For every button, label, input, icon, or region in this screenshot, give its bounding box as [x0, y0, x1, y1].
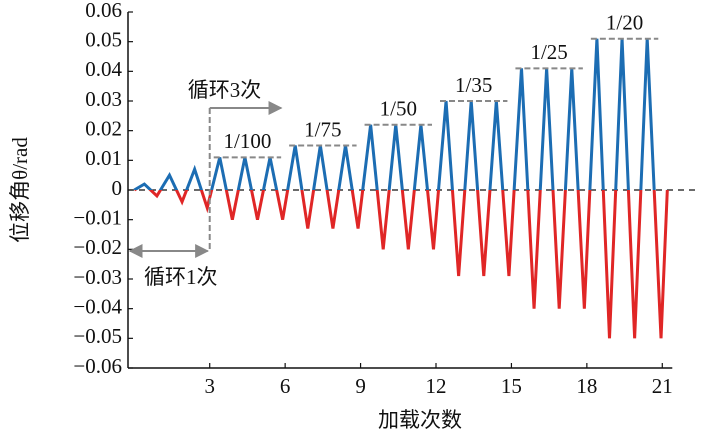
- y-tick-label: −0.06: [73, 354, 122, 378]
- y-tick-label: 0.02: [85, 116, 122, 140]
- y-tick-label: −0.02: [73, 235, 122, 259]
- y-tick-label: 0.03: [85, 87, 122, 111]
- y-tick-label: 0: [112, 176, 123, 200]
- level-label: 1/35: [455, 73, 492, 97]
- x-tick-label: 3: [204, 374, 215, 398]
- y-tick-label: −0.01: [73, 205, 122, 229]
- level-label: 1/75: [304, 117, 341, 141]
- level-label: 1/20: [606, 11, 643, 35]
- x-tick-label: 15: [501, 374, 522, 398]
- negative-line: [134, 190, 669, 339]
- y-tick-label: −0.04: [73, 294, 122, 318]
- y-tick-label: 0.01: [85, 146, 122, 170]
- y-tick-label: −0.05: [73, 324, 122, 348]
- x-tick-label: 9: [355, 374, 366, 398]
- level-label: 1/50: [380, 97, 417, 121]
- x-tick-label: 6: [280, 374, 291, 398]
- level-label: 1/100: [224, 129, 272, 153]
- x-axis-label: 加载次数: [378, 408, 462, 432]
- x-tick-label: 12: [426, 374, 447, 398]
- level-label: 1/25: [530, 40, 567, 64]
- y-tick-label: 0.05: [85, 27, 122, 51]
- y-tick-label: −0.03: [73, 265, 122, 289]
- y-tick-label: 0.06: [85, 0, 122, 22]
- y-tick-label: 0.04: [85, 57, 122, 81]
- cycle-note: 循环1次: [144, 265, 218, 289]
- x-tick-label: 18: [576, 374, 597, 398]
- x-tick-label: 21: [652, 374, 673, 398]
- positive-line: [133, 38, 668, 190]
- cycle-note: 循环3次: [188, 78, 262, 102]
- y-axis-label: 位移角θ/rad: [8, 137, 32, 243]
